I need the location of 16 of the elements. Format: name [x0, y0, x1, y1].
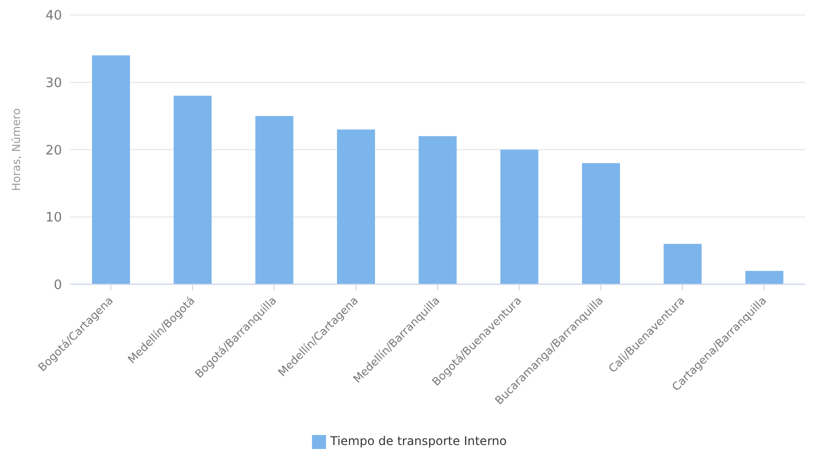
bar [745, 270, 784, 284]
y-tick-label: 40 [45, 8, 62, 24]
y-axis-title: Horas, Número [10, 108, 23, 191]
bar [92, 55, 130, 284]
bar [337, 129, 375, 284]
y-tick-label: 30 [45, 76, 62, 91]
bar [582, 163, 620, 284]
y-tick-label: 10 [45, 210, 62, 226]
bar [255, 116, 294, 284]
bar [174, 96, 212, 284]
y-tick-label: 20 [45, 143, 62, 158]
bar [664, 244, 702, 284]
y-tick-label: 0 [54, 278, 62, 293]
bar [418, 136, 457, 284]
legend-label: Tiempo de transporte Interno [330, 434, 507, 448]
bar [500, 150, 538, 284]
